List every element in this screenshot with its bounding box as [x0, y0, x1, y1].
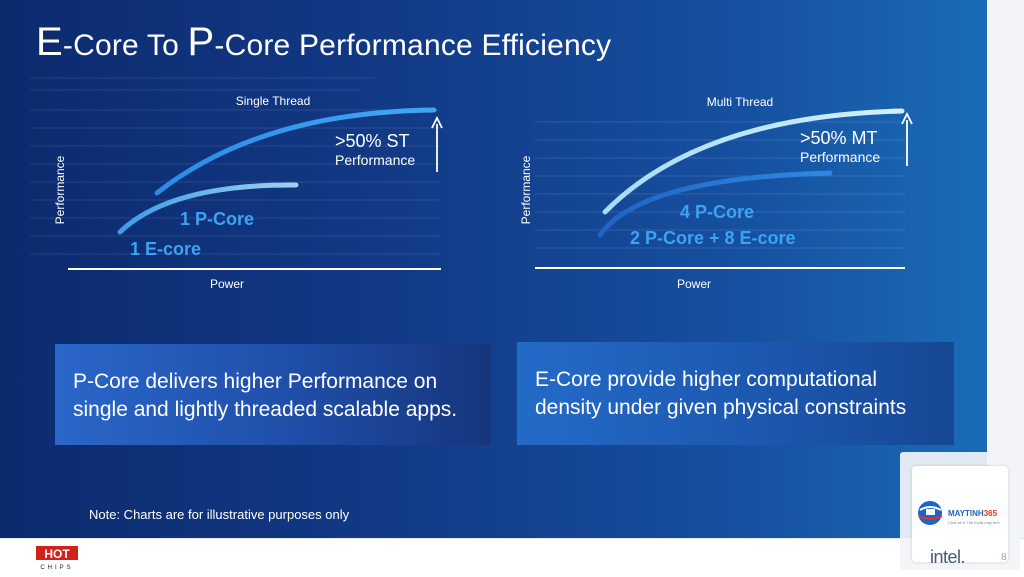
- title-e-letter: E: [36, 20, 63, 64]
- svg-text:CHIPS: CHIPS: [40, 565, 73, 571]
- multi-thread-p-e-core-label: 2 P-Core + 8 E-core: [630, 228, 796, 248]
- charts-canvas: Single Thread Power Performance 1 P-Core…: [53, 94, 913, 291]
- right-margin-strip: [987, 0, 1024, 538]
- single-thread-up-arrow-icon: [431, 115, 443, 172]
- maytinh365-globe-icon: [918, 501, 943, 525]
- single-thread-x-label: Power: [210, 277, 244, 291]
- bottom-footer-strip: [0, 538, 1024, 577]
- page-number: 8: [1001, 552, 1007, 563]
- intel-logo: intel.: [930, 547, 966, 567]
- single-thread-p-core-label: 1 P-Core: [180, 209, 254, 229]
- multi-thread-p-e-core-curve: [602, 108, 905, 215]
- single-thread-callout-sub: Performance: [335, 152, 415, 168]
- title-part-1: -Core To: [62, 29, 188, 62]
- caption-e-core: E-Core provide higher computational dens…: [517, 342, 954, 445]
- multi-thread-y-label: Performance: [519, 155, 533, 224]
- watermark-tagline: Chia sẻ & Thủ thuật máy tính: [948, 520, 1000, 525]
- single-thread-callout-main: >50% ST: [335, 131, 410, 151]
- single-thread-p-core-curve: [154, 107, 437, 196]
- multi-thread-up-arrow-icon: [901, 111, 913, 166]
- single-thread-e-core-label: 1 E-core: [130, 239, 201, 259]
- caption-p-core: P-Core delivers higher Performance on si…: [55, 344, 491, 445]
- watermark-brand: MAYTINH365: [948, 509, 998, 518]
- single-thread-e-core-curve: [117, 182, 299, 235]
- multi-thread-x-label: Power: [677, 277, 711, 291]
- slide-background: E-Core To P-Core Performance Efficiency: [0, 0, 987, 538]
- svg-text:HOT: HOT: [44, 547, 70, 561]
- multi-thread-p-core-curve: [597, 170, 833, 238]
- title-part-2: -Core Performance Efficiency: [214, 29, 612, 62]
- hot-chips-logo: HOT CHIPS: [36, 546, 78, 571]
- slide-title: E-Core To P-Core Performance Efficiency: [36, 22, 611, 63]
- single-thread-chart-title: Single Thread: [236, 94, 311, 108]
- multi-thread-callout-main: >50% MT: [800, 128, 878, 148]
- multi-thread-p-core-label: 4 P-Core: [680, 202, 754, 222]
- illustrative-note: Note: Charts are for illustrative purpos…: [89, 507, 350, 522]
- multi-thread-chart-title: Multi Thread: [707, 95, 773, 109]
- single-thread-y-label: Performance: [53, 155, 67, 224]
- title-p-letter: P: [187, 20, 215, 64]
- multi-thread-callout-sub: Performance: [800, 149, 880, 165]
